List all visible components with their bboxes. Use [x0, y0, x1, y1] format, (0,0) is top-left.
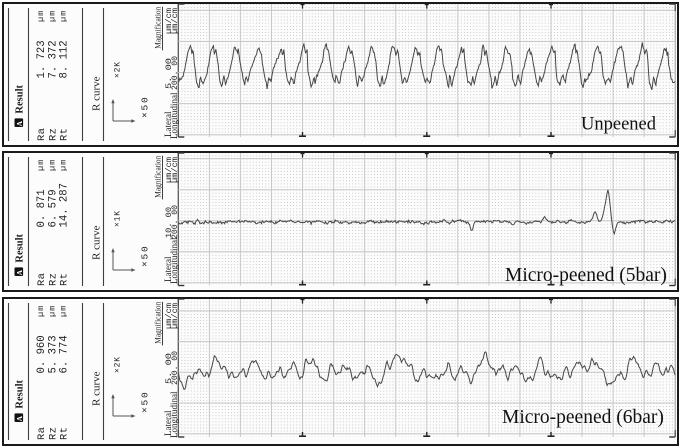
svg-text:Magnification: Magnification	[153, 6, 163, 49]
svg-text:Magnification: Magnification	[153, 301, 163, 344]
svg-text:Magnification: Magnification	[153, 155, 163, 198]
svg-text:8. 112: 8. 112	[59, 40, 71, 78]
svg-text:µm: µm	[47, 9, 57, 22]
svg-text:µm: µm	[36, 9, 46, 22]
svg-text:µm: µm	[59, 158, 69, 171]
svg-text:Micro-peened (5bar): Micro-peened (5bar)	[505, 265, 667, 286]
svg-text:Ra: Ra	[36, 273, 48, 286]
svg-text:Rt: Rt	[59, 427, 71, 440]
svg-text:10. 00: 10. 00	[164, 207, 174, 238]
svg-text:Unpeened: Unpeened	[581, 115, 657, 135]
svg-text:0. 960: 0. 960	[36, 335, 48, 373]
svg-text:R curve: R curve	[91, 76, 103, 111]
svg-text:µm/cm: µm/cm	[170, 303, 180, 329]
svg-text:Ra: Ra	[36, 128, 48, 141]
svg-text:6. 774: 6. 774	[59, 335, 71, 373]
svg-text:µm: µm	[47, 304, 57, 317]
svg-text:5. 00: 5. 00	[164, 353, 174, 384]
svg-text:Longitudinal: Longitudinal	[169, 92, 179, 139]
svg-text:×50: ×50	[140, 95, 151, 118]
svg-text:µm: µm	[47, 158, 57, 171]
svg-text:µm/cm: µm/cm	[170, 8, 180, 34]
svg-text:R curve: R curve	[91, 371, 103, 406]
svg-text:×1K: ×1K	[114, 210, 123, 227]
svg-text:µm: µm	[36, 158, 46, 171]
svg-text:µm/cm: µm/cm	[170, 157, 180, 183]
svg-text:7. 372: 7. 372	[47, 40, 59, 78]
svg-text:µm/cm: µm/cm	[164, 157, 174, 183]
svg-text:Longitudinal: Longitudinal	[169, 237, 179, 284]
svg-text:6. 579: 6. 579	[47, 189, 59, 227]
svg-text:×50: ×50	[140, 390, 151, 413]
svg-text:Rz: Rz	[47, 128, 59, 141]
svg-text:×2K: ×2K	[114, 356, 123, 373]
svg-text:Result: Result	[14, 85, 25, 114]
svg-text:Rt: Rt	[59, 128, 71, 141]
svg-text:µm: µm	[59, 304, 69, 317]
svg-text:14. 287: 14. 287	[59, 183, 71, 228]
svg-text:0. 871: 0. 871	[36, 189, 48, 227]
svg-text:µm: µm	[59, 9, 69, 22]
svg-text:Result: Result	[14, 234, 25, 263]
svg-text:Result: Result	[14, 380, 25, 409]
svg-text:5. 00: 5. 00	[164, 58, 174, 89]
svg-text:Lateral: Lateral	[163, 256, 173, 282]
svg-text:×2K: ×2K	[114, 61, 123, 78]
svg-text:Lateral: Lateral	[163, 111, 173, 137]
svg-text:A: A	[15, 415, 24, 421]
svg-text:200. 00: 200. 00	[170, 351, 180, 385]
svg-text:A: A	[15, 269, 24, 275]
svg-text:µm/cm: µm/cm	[164, 8, 174, 34]
svg-text:Ra: Ra	[36, 427, 48, 440]
svg-text:µm/cm: µm/cm	[164, 303, 174, 329]
svg-text:Rz: Rz	[47, 427, 59, 440]
svg-text:Lateral: Lateral	[163, 410, 173, 436]
svg-text:×50: ×50	[140, 244, 151, 267]
svg-text:Longitudinal: Longitudinal	[169, 391, 179, 438]
svg-text:R curve: R curve	[91, 225, 103, 260]
svg-text:µm: µm	[36, 304, 46, 317]
svg-text:Rt: Rt	[59, 273, 71, 286]
svg-text:200. 00: 200. 00	[170, 56, 180, 90]
svg-text:A: A	[15, 120, 24, 126]
svg-text:Rz: Rz	[47, 273, 59, 286]
svg-text:200. 00: 200. 00	[170, 205, 180, 239]
svg-text:Micro-peened (6bar): Micro-peened (6bar)	[502, 407, 664, 428]
svg-text:1. 723: 1. 723	[36, 40, 48, 78]
svg-text:5. 373: 5. 373	[47, 335, 59, 373]
